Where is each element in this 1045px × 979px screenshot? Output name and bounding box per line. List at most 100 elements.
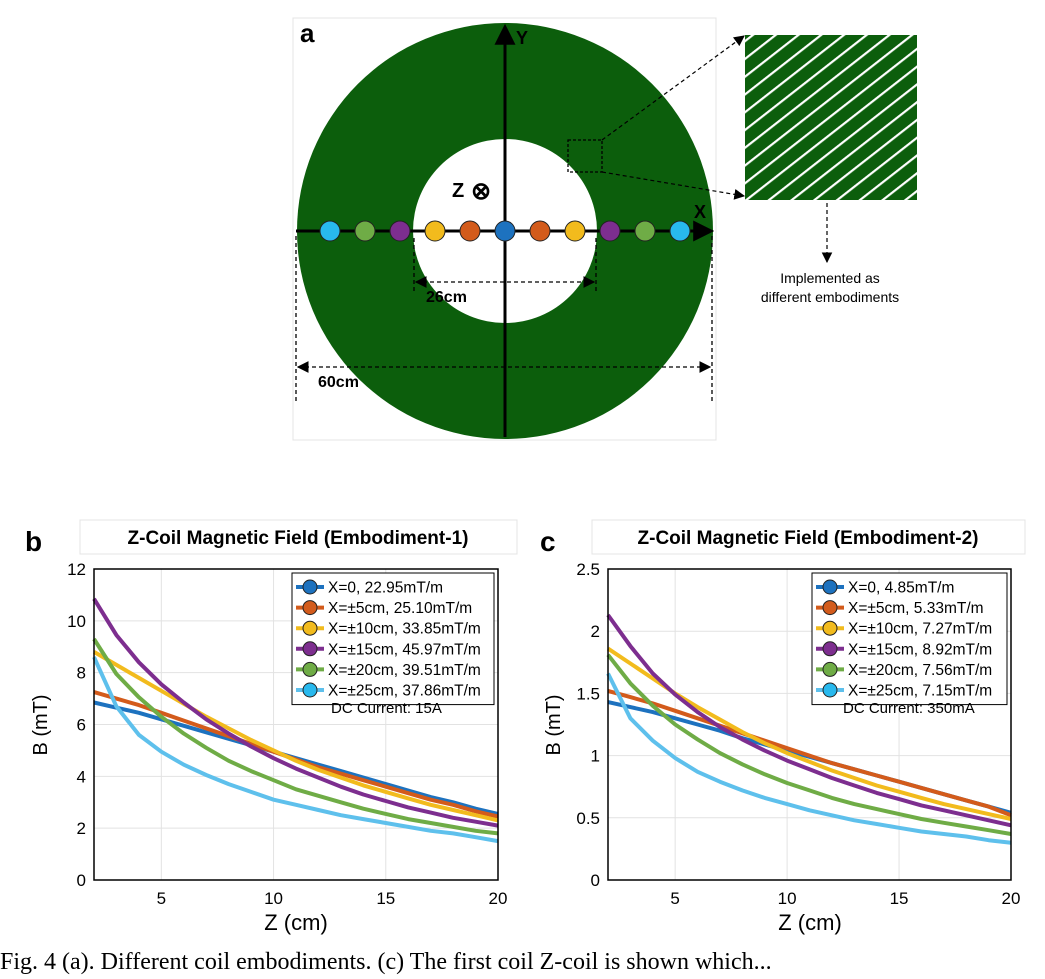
chart-c-xtick-0: 5 [670, 889, 679, 908]
coil-marker-8 [599, 220, 621, 242]
chart-b-xlabel: Z (cm) [264, 910, 328, 935]
chart-c-legend-label-5: X=±25cm, 7.15mT/m [848, 683, 992, 700]
chart-b-xtick-1: 10 [264, 889, 283, 908]
zoom-leader-bottom [601, 171, 746, 200]
chart-b-xtick-0: 5 [157, 889, 166, 908]
chart-b-panel-label: b [25, 526, 42, 557]
trace-pattern-inset [745, 35, 917, 200]
chart-c-series-line-3 [606, 613, 1012, 828]
chart-b-legend: X=0, 22.95mT/m X=±5cm, 25.10mT/m X=±10cm, … [291, 572, 495, 706]
coil-marker-4 [459, 220, 481, 242]
inset-note-line-2: different embodiments [761, 289, 899, 305]
chart-c-title-box [591, 519, 1026, 555]
chart-b-legend-marker-4 [302, 661, 318, 677]
coil-position-markers [319, 220, 691, 242]
chart-b-ytick-6: 12 [67, 560, 86, 579]
chart-b-legend-label-0: X=0, 22.95mT/m [328, 580, 443, 597]
chart-b-xtick-3: 20 [489, 889, 508, 908]
chart-b-annotation: DC Current: 15A [331, 700, 442, 717]
coil-marker-1 [354, 220, 376, 242]
chart-c-annotation: DC Current: 350mA [843, 700, 975, 717]
chart-c-series-lines [606, 613, 1012, 845]
chart-b-plot-frame [93, 568, 499, 881]
coil-marker-6 [529, 220, 551, 242]
chart-c-legend-label-2: X=±10cm, 7.27mT/m [848, 621, 992, 638]
chart-c-xtick-2: 15 [890, 889, 909, 908]
chart-c-legend-marker-5 [822, 682, 838, 698]
y-axis-label: Y [516, 28, 528, 48]
chart-b-legend-marker-1 [302, 600, 318, 616]
chart-c-legend-marker-3 [822, 641, 838, 657]
chart-c-ylabel: B (mT) [543, 694, 565, 755]
chart-c-legend-marker-1 [822, 600, 838, 616]
coil-marker-2 [389, 220, 411, 242]
chart-c-ytick-1: 0.5 [576, 809, 600, 828]
chart-c-legend-box [811, 572, 1008, 706]
coil-marker-5 [494, 220, 516, 242]
z-axis-label: Z [452, 180, 464, 202]
figure-caption: Fig. 4 (a). Different coil embodiments. … [0, 949, 772, 975]
coil-marker-7 [564, 220, 586, 242]
chart-b-legend-marker-0 [302, 579, 318, 595]
x-axis-label: X [694, 202, 706, 222]
chart-c-xlabel: Z (cm) [778, 910, 842, 935]
chart-c-legend-marker-2 [822, 620, 838, 636]
coil-marker-10 [669, 220, 691, 242]
chart-c-xtick-1: 10 [778, 889, 797, 908]
chart-panel-b: b Z-Coil Magnetic Field (Embodiment-1) 0… [25, 519, 518, 935]
chart-b-ytick-1: 2 [77, 819, 86, 838]
chart-c-legend-label-1: X=±5cm, 5.33mT/m [848, 600, 984, 617]
chart-b-series-line-3 [92, 597, 499, 828]
chart-c-ytick-5: 2.5 [576, 560, 600, 579]
chart-b-legend-label-1: X=±5cm, 25.10mT/m [328, 600, 472, 617]
chart-c-legend-label-0: X=0, 4.85mT/m [848, 580, 954, 597]
inner-dim-label: 26cm [426, 289, 467, 306]
chart-b-tick-labels: 0 2 4 6 8 10 12 5 10 15 20 [67, 560, 507, 908]
chart-b-series-lines [92, 597, 499, 844]
chart-b-legend-marker-3 [302, 641, 318, 657]
chart-b-legend-box [291, 572, 495, 706]
panel-a-label: a [300, 18, 315, 48]
chart-b-ytick-5: 10 [67, 612, 86, 631]
coil-marker-9 [634, 220, 656, 242]
chart-b-legend-label-2: X=±10cm, 33.85mT/m [328, 621, 481, 638]
chart-b-title-box [79, 519, 518, 555]
coil-marker-0 [319, 220, 341, 242]
chart-b-legend-marker-2 [302, 620, 318, 636]
chart-c-panel-label: c [540, 526, 556, 557]
chart-panel-c: c Z-Coil Magnetic Field (Embodiment-2) 0… [540, 519, 1026, 935]
panel-a-coil-diagram: a Y X Z ⊗ 26cm 60cm Implemented as diffe… [292, 17, 917, 441]
panel-a-frame [292, 17, 717, 441]
chart-b-xtick-2: 15 [376, 889, 395, 908]
chart-b-series-line-4 [92, 637, 499, 836]
chart-b-legend-marker-5 [302, 682, 318, 698]
chart-c-ytick-2: 1 [591, 747, 600, 766]
chart-c-legend-marker-4 [822, 661, 838, 677]
into-page-symbol: ⊗ [471, 178, 491, 205]
chart-c-series-line-4 [606, 653, 1012, 836]
chart-c-ytick-4: 2 [591, 622, 600, 641]
zoom-region-box [567, 139, 603, 173]
chart-c-legend-label-4: X=±20cm, 7.56mT/m [848, 662, 992, 679]
chart-c-tick-labels: 0 0.5 1 1.5 2 2.5 5 10 15 20 [576, 560, 1020, 908]
chart-b-series-line-2 [92, 650, 499, 823]
chart-b-series-line-5 [92, 656, 499, 844]
chart-b-legend-label-3: X=±15cm, 45.97mT/m [328, 641, 481, 658]
chart-b-legend-label-4: X=±20cm, 39.51mT/m [328, 662, 481, 679]
coil-marker-3 [424, 220, 446, 242]
chart-c-plot-frame [607, 568, 1012, 881]
chart-c-legend: X=0, 4.85mT/m X=±5cm, 5.33mT/m X=±10cm, 7.… [811, 572, 1008, 706]
chart-c-series-line-5 [606, 672, 1012, 845]
chart-b-ytick-3: 6 [77, 716, 86, 735]
chart-c-series-line-1 [607, 688, 1012, 818]
chart-c-legend-label-3: X=±15cm, 8.92mT/m [848, 641, 992, 658]
chart-b-ytick-2: 4 [77, 767, 86, 786]
chart-c-ytick-0: 0 [591, 871, 600, 890]
chart-c-ytick-3: 1.5 [576, 684, 600, 703]
outer-dim-label: 60cm [318, 374, 359, 391]
chart-b-ytick-0: 0 [77, 871, 86, 890]
chart-c-legend-marker-0 [822, 579, 838, 595]
chart-b-title: Z-Coil Magnetic Field (Embodiment-1) [128, 528, 469, 549]
chart-b-ylabel: B (mT) [30, 694, 52, 755]
